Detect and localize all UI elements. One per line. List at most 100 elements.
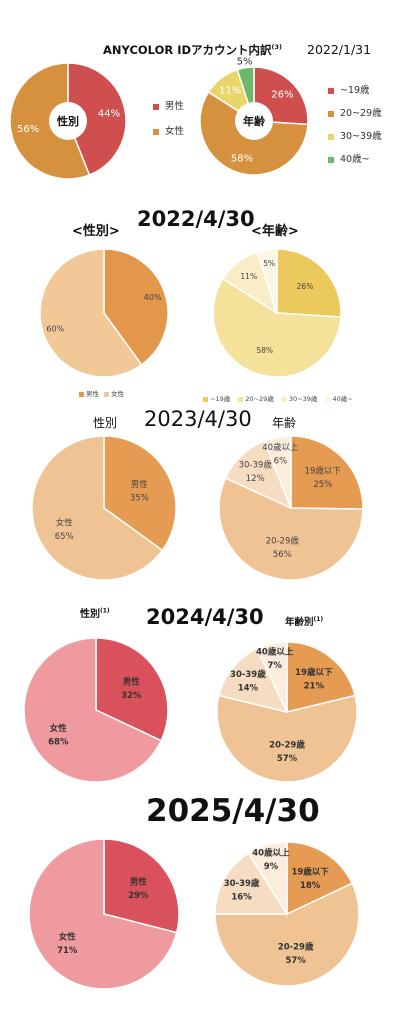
slice-value-label: 12% — [246, 474, 265, 484]
donut-center-label: 性別 — [57, 114, 79, 128]
slice-value-label: 71% — [57, 946, 78, 956]
age-heading-2023: 年齢 — [272, 416, 297, 430]
pie-slice-2 — [216, 694, 358, 783]
pie-slice-2 — [31, 435, 164, 581]
legend-swatch — [325, 396, 331, 402]
pie-slice-3 — [218, 647, 289, 714]
legend-gender-2022-04: 男性 女性 — [79, 388, 124, 398]
legend-swatch — [328, 133, 334, 140]
legend-label: 男性 — [86, 390, 99, 398]
chart-title-2022-01: ANYCOLOR IDアカウント内訳(3) — [103, 42, 282, 58]
slice-value-label: 56% — [273, 550, 292, 560]
slice-category-label: 30-39歳 — [230, 669, 266, 680]
slice-value-label: 5% — [263, 259, 275, 268]
legend-label: 男性 — [165, 101, 185, 112]
slice-category-label: 20-29歳 — [269, 740, 305, 751]
legend-swatch — [153, 103, 159, 110]
slice-value-label: 56% — [17, 124, 39, 135]
legend-item-u19-2022-01: ~19歳 — [328, 82, 370, 96]
slice-value-label: 65% — [55, 532, 74, 542]
legend-label: 女性 — [165, 126, 185, 137]
slice-category-label: 女性 — [56, 517, 74, 528]
legend-item-20s-2022-01: 20~29歳 — [328, 105, 382, 119]
pie-slice-2 — [214, 882, 360, 987]
legend-label: 20~29歳 — [340, 108, 382, 119]
pie-age-2023: 19歳以下 25% 20-29歳 56% 30-39歳 12% 40歳以上 6% — [218, 435, 364, 581]
pie-gender-2023: 男性 35% 女性 65% — [31, 435, 177, 581]
heading-text: 年齢別 — [285, 617, 314, 628]
pie-gender-2024: 男性 32% 女性 68% — [23, 637, 169, 783]
slice-category-label: 40歳以上 — [252, 848, 290, 859]
slice-category-label: 19歳以下 — [295, 667, 333, 678]
pie-slice-4 — [255, 641, 288, 713]
slice-value-label: 16% — [231, 893, 252, 903]
legend-label: 30~39歳 — [288, 395, 318, 403]
slice-category-label: 女性 — [59, 932, 77, 943]
slice-value-label: 35% — [130, 494, 149, 504]
slice-value-label: 68% — [48, 737, 69, 747]
gender-heading-2024: 性別(1) — [80, 605, 110, 620]
pie-slice-1 — [290, 435, 364, 510]
legend-item-female-2022-01: 女性 — [153, 123, 184, 137]
pie-slice-1 — [95, 637, 169, 742]
pie-slice-1 — [103, 248, 169, 366]
slice-value-label: 58% — [256, 346, 273, 355]
date-2023: 2023/4/30 — [144, 407, 252, 431]
pie-slice-4 — [263, 435, 292, 509]
title-sup: (3) — [271, 43, 283, 52]
title-text: ANYCOLOR IDアカウント内訳 — [103, 43, 272, 57]
age-heading-2024: 年齢別(1) — [285, 614, 323, 628]
donut-center-label: 年齢 — [243, 114, 266, 128]
pie-slice-2 — [212, 277, 342, 378]
donut-age-2022-01: 26% 58% 11% 5% 年齢 — [199, 57, 309, 176]
slice-value-label: 60% — [46, 324, 64, 333]
slice-value-label: 26% — [297, 282, 314, 291]
slice-category-label: 男性 — [131, 479, 149, 490]
donut-hole — [235, 102, 273, 140]
slice-category-label: 女性 — [50, 723, 68, 734]
slice-value-label: 58% — [231, 153, 253, 164]
donut-gender-2022-01: 44% 56% 性別 — [9, 62, 127, 180]
pie-slice-4 — [256, 248, 278, 314]
slice-category-label: 男性 — [130, 876, 148, 887]
slice-value-label: 40% — [144, 293, 162, 302]
legend-label: 30~39歳 — [340, 131, 382, 142]
legend-swatch — [281, 396, 287, 402]
pie-slice-1 — [286, 841, 354, 916]
legend-swatch — [328, 87, 334, 94]
slice-value-label: 9% — [264, 862, 279, 872]
legend-item-male-2022-01: 男性 — [153, 98, 184, 112]
pie-slice-1 — [276, 248, 342, 318]
date-2024: 2024/4/30 — [146, 605, 264, 629]
slice-value-label: 7% — [267, 661, 282, 671]
slice-value-label: 11% — [219, 86, 241, 97]
slice-category-label: 19歳以下 — [291, 867, 329, 878]
pie-slice-1 — [286, 641, 356, 713]
pie-slice-4 — [247, 841, 288, 917]
chart-row-2022-04: 40% 60% 26% 58% 11% 5% — [39, 248, 342, 378]
legend-label: ~19歳 — [340, 85, 370, 96]
slice-value-label: 44% — [98, 109, 120, 120]
slice-category-label: 30-39歳 — [239, 459, 273, 470]
chart-row-2024: 男性 32% 女性 68% 19歳以下 21% 20-29歳 57% 30-39歳 14% 40歳… — [23, 637, 358, 783]
slice-value-label: 57% — [277, 754, 298, 764]
date-2022-01: 2022/1/31 — [307, 42, 372, 57]
pie-slice-1 — [103, 435, 177, 552]
slice-value-label: 11% — [240, 272, 257, 281]
pie-slice-2 — [28, 838, 178, 990]
slice-value-label: 6% — [274, 456, 288, 466]
legend-swatch — [328, 110, 334, 117]
gender-heading-2023: 性別 — [93, 416, 118, 430]
slice-value-label: 21% — [304, 681, 325, 691]
slice-category-label: 40歳以上 — [262, 442, 299, 453]
gender-heading-2022-04: <性別> — [72, 224, 120, 239]
legend-label: 女性 — [111, 390, 125, 398]
legend-swatch — [79, 391, 84, 397]
legend-swatch — [153, 128, 159, 135]
pie-gender-2022-04: 40% 60% — [39, 248, 169, 378]
pie-slice-3 — [214, 852, 289, 915]
chart-row-2022-01: 44% 56% 性別 26% 58% 11% 5% 年齢 — [9, 57, 309, 180]
date-2025: 2025/4/30 — [146, 793, 320, 829]
pie-age-2022-04: 26% 58% 11% 5% — [212, 248, 342, 378]
slice-category-label: 男性 — [123, 677, 141, 688]
